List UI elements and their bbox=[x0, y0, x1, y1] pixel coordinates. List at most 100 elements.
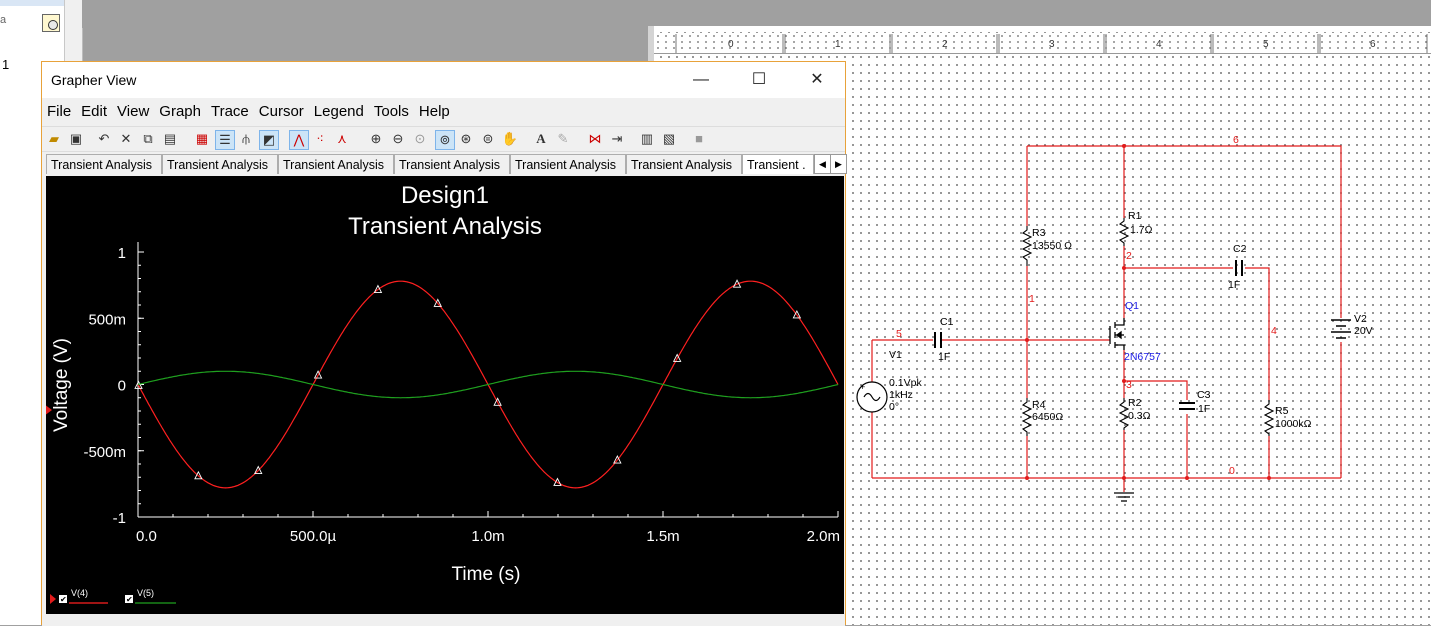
open-icon[interactable]: ▰ bbox=[49, 131, 59, 146]
tab-transient-2[interactable]: Transient Analysis bbox=[162, 154, 278, 174]
chart[interactable]: 1 500m 0 -500m -1 0.0 500.0µ 1.0m 1.5m 2.0m Desig… bbox=[46, 176, 844, 614]
menu-legend[interactable]: Legend bbox=[313, 103, 364, 120]
undo-icon[interactable]: ↶ bbox=[98, 131, 110, 146]
export-excel-icon[interactable]: ▧ bbox=[662, 131, 676, 146]
legend: ✔ V(4) ✔ V(5) bbox=[50, 588, 176, 604]
title-bar[interactable]: Grapher View — ☐ ✕ bbox=[42, 62, 845, 98]
grapher-window[interactable]: Grapher View — ☐ ✕ File Edit View Graph Trac… bbox=[41, 61, 847, 626]
c3-value: 1F bbox=[1198, 403, 1210, 415]
cursor-marker-icon bbox=[46, 405, 52, 415]
tab-transient-1[interactable]: Transient Analysis bbox=[46, 154, 162, 174]
y-tick-label: 0 bbox=[118, 378, 126, 395]
ruler-marks: 0 1 2 3 4 5 6 bbox=[675, 34, 1428, 53]
menu-help[interactable]: Help bbox=[418, 103, 450, 120]
cursors-icon[interactable]: ⫛ bbox=[242, 131, 250, 146]
zoom-in-icon[interactable]: ⊕ bbox=[370, 131, 382, 146]
c2-ref: C2 bbox=[1233, 243, 1247, 255]
tab-scroll-left[interactable]: ◀ bbox=[814, 154, 831, 174]
tab-transient-7[interactable]: Transient . bbox=[742, 154, 814, 174]
r3-ref: R3 bbox=[1032, 227, 1046, 239]
data-point-marker bbox=[373, 284, 383, 293]
chart-title: Design1 bbox=[401, 182, 489, 209]
legend-toggle-icon[interactable]: ☰ bbox=[215, 130, 235, 150]
axes: 1 500m 0 -500m -1 0.0 500.0µ 1.0m 1.5m 2.0m bbox=[83, 242, 840, 545]
ground-icon bbox=[1114, 492, 1134, 502]
r2-ref: R2 bbox=[1128, 397, 1142, 409]
tab-transient-6[interactable]: Transient Analysis bbox=[626, 154, 742, 174]
menu-view[interactable]: View bbox=[117, 103, 150, 120]
r4-ref: R4 bbox=[1032, 399, 1046, 411]
tab-transient-4[interactable]: Transient Analysis bbox=[394, 154, 510, 174]
toolbar: ▰ ▣ ↶ ✕ ⧉ ▤ ▦ ☰ ⫛ ◩ ⋀ ⁖ ⋏ ⊕ ⊖ ⊙ ⊚ ⊛ ⊜ ✋ … bbox=[42, 126, 845, 152]
print-preview-icon[interactable]: ▥ bbox=[640, 131, 654, 146]
x-tick-label: 500.0µ bbox=[290, 528, 337, 545]
q1-ref: Q1 bbox=[1125, 300, 1139, 312]
schematic-ruler bbox=[654, 33, 1431, 54]
data-point-marker bbox=[433, 298, 443, 307]
y-tick-label: -1 bbox=[113, 510, 126, 527]
pan-hand-icon[interactable]: ✋ bbox=[501, 131, 519, 146]
ruler-label: 5 bbox=[1263, 39, 1269, 50]
copy-icon[interactable]: ⧉ bbox=[143, 131, 153, 146]
svg-text:+: + bbox=[860, 382, 865, 392]
menu-cursor[interactable]: Cursor bbox=[258, 103, 304, 120]
tab-transient-3[interactable]: Transient Analysis bbox=[278, 154, 394, 174]
svg-text:✔: ✔ bbox=[126, 595, 133, 604]
series bbox=[134, 279, 839, 489]
show-markers-icon[interactable]: ⁖ bbox=[316, 131, 324, 146]
window-title: Grapher View bbox=[51, 72, 137, 88]
net-label-0: 0 bbox=[1229, 465, 1235, 477]
resistor-r2 bbox=[1118, 398, 1130, 430]
data-point-marker bbox=[493, 397, 502, 406]
net-label-1: 1 bbox=[1029, 293, 1035, 305]
zoom-area-icon[interactable]: ⊙ bbox=[414, 131, 426, 146]
data-point-marker bbox=[672, 353, 682, 362]
y-tick-label: -500m bbox=[83, 444, 126, 461]
zoom-x-icon[interactable]: ⊛ bbox=[460, 131, 472, 146]
label-icon[interactable]: ✎ bbox=[557, 131, 569, 146]
y-axis-label: Voltage (V) bbox=[51, 338, 72, 432]
paste-icon[interactable]: ▤ bbox=[163, 131, 177, 146]
resistor-r4 bbox=[1021, 398, 1033, 436]
junction-dots bbox=[1025, 144, 1271, 480]
maximize-button[interactable]: ☐ bbox=[751, 71, 767, 88]
stop-icon[interactable]: ■ bbox=[695, 131, 703, 146]
menu-tools[interactable]: Tools bbox=[373, 103, 409, 120]
schematic-labels: 6 2 1 5 4 3 0 R1 1.7Ω R3 13550 Ω C2 1F Q… bbox=[889, 134, 1373, 477]
c1-value: 1F bbox=[938, 351, 950, 363]
component-icon[interactable] bbox=[42, 14, 60, 32]
workspace-background bbox=[82, 0, 1431, 28]
overlay-traces-icon[interactable]: ⋈ bbox=[588, 131, 602, 146]
tab-transient-5[interactable]: Transient Analysis bbox=[510, 154, 626, 174]
zoom-fit-icon[interactable]: ⊚ bbox=[435, 130, 455, 150]
background-toggle-icon[interactable]: ◩ bbox=[259, 130, 279, 150]
text-annotation-icon[interactable]: A bbox=[536, 131, 546, 146]
close-button[interactable]: ✕ bbox=[810, 71, 824, 88]
data-point-marker bbox=[134, 380, 143, 389]
data-point-marker bbox=[253, 465, 263, 474]
mosfet-q1-symbol bbox=[1109, 318, 1125, 350]
lines-markers-icon[interactable]: ⋏ bbox=[337, 131, 347, 146]
menu-trace[interactable]: Trace bbox=[210, 103, 249, 120]
data-point-marker bbox=[792, 309, 802, 319]
zoom-out-icon[interactable]: ⊖ bbox=[392, 131, 404, 146]
export-icon[interactable]: ⇥ bbox=[611, 131, 623, 146]
chart-subtitle: Transient Analysis bbox=[348, 213, 542, 240]
save-icon[interactable]: ▣ bbox=[69, 131, 83, 146]
tab-scroll-right[interactable]: ▶ bbox=[830, 154, 847, 174]
analysis-tabs: Transient Analysis Transient Analysis Tr… bbox=[46, 154, 847, 176]
plot-area[interactable]: 1 500m 0 -500m -1 0.0 500.0µ 1.0m 1.5m 2.0m Desig… bbox=[46, 176, 844, 614]
show-lines-icon[interactable]: ⋀ bbox=[289, 130, 309, 150]
v2-value: 20V bbox=[1354, 325, 1373, 337]
menu-file[interactable]: File bbox=[47, 103, 72, 120]
menu-graph[interactable]: Graph bbox=[159, 103, 201, 120]
minimize-button[interactable]: — bbox=[693, 71, 709, 88]
series-line-v5 bbox=[137, 370, 839, 399]
y-tick-label: 1 bbox=[118, 245, 126, 262]
menu-edit[interactable]: Edit bbox=[81, 103, 108, 120]
grid-icon[interactable]: ▦ bbox=[195, 131, 209, 146]
zoom-y-icon[interactable]: ⊜ bbox=[482, 131, 494, 146]
legend-checkbox-v4 bbox=[59, 595, 67, 603]
cut-icon[interactable]: ✕ bbox=[120, 131, 132, 146]
